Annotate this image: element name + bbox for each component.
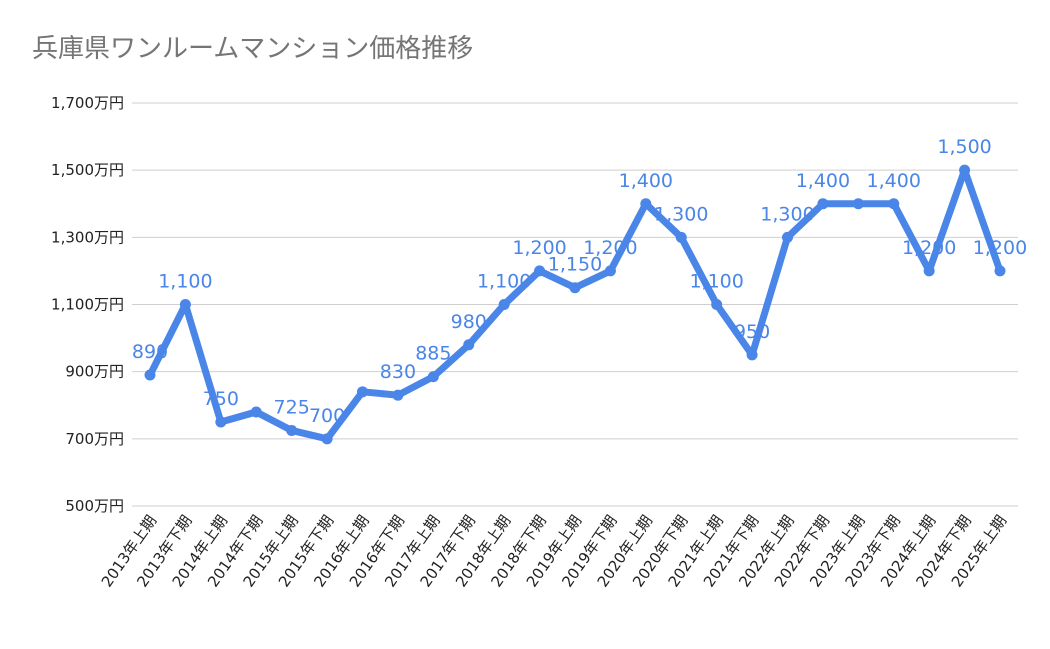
data-label: 725 xyxy=(274,396,310,418)
data-label: 1,400 xyxy=(867,170,921,192)
data-points xyxy=(144,164,1006,445)
data-point xyxy=(746,349,758,361)
data-point xyxy=(852,198,864,210)
data-label: 1,100 xyxy=(477,271,531,293)
data-label: 1,300 xyxy=(760,203,814,225)
data-point xyxy=(640,198,652,210)
chart-title: 兵庫県ワンルームマンション価格推移 xyxy=(32,34,474,64)
y-axis-ticks: 500万円 700万円 900万円 1,100万円 1,300万円 1,500万円 1,70… xyxy=(51,94,124,515)
y-tick-label: 900万円 xyxy=(65,363,124,381)
data-point xyxy=(498,299,510,310)
data-label: 700 xyxy=(309,405,345,427)
data-label: 890 xyxy=(132,341,168,363)
data-label: 950 xyxy=(734,321,770,343)
data-point xyxy=(357,386,368,398)
y-tick-label: 700万円 xyxy=(65,430,124,448)
data-label: 1,400 xyxy=(619,170,673,192)
data-label: 750 xyxy=(203,388,239,410)
y-tick-label: 1,500万円 xyxy=(51,161,124,179)
data-label: 830 xyxy=(380,361,416,383)
data-point xyxy=(179,299,191,310)
data-label: 1,200 xyxy=(902,237,956,259)
y-tick-label: 1,100万円 xyxy=(51,296,124,314)
data-point xyxy=(286,424,298,436)
data-point xyxy=(711,299,723,310)
data-point xyxy=(923,265,935,277)
data-label: 980 xyxy=(451,311,487,333)
data-label: 1,200 xyxy=(973,237,1027,259)
data-point xyxy=(782,231,793,243)
data-point xyxy=(250,406,262,418)
data-point xyxy=(675,231,687,243)
gridlines xyxy=(132,102,1018,507)
data-label: 885 xyxy=(415,343,451,365)
data-label: 1,100 xyxy=(689,271,743,293)
data-label: 1,100 xyxy=(158,271,212,293)
data-point xyxy=(817,198,829,210)
x-axis-ticks: 2013年上期2013年下期2014年上期2014年下期2015年上期2015年… xyxy=(98,512,1010,590)
y-tick-label: 1,700万円 xyxy=(51,94,124,112)
data-label: 1,300 xyxy=(654,203,708,225)
data-label: 1,150 xyxy=(548,254,602,276)
data-label: 1,200 xyxy=(583,237,637,259)
data-point xyxy=(888,198,900,210)
data-point xyxy=(321,433,333,445)
data-label: 1,500 xyxy=(937,136,991,158)
data-point xyxy=(959,164,971,176)
data-point xyxy=(463,339,475,351)
data-point xyxy=(144,369,156,381)
data-point xyxy=(569,282,581,294)
data-point xyxy=(994,265,1006,277)
data-point xyxy=(534,265,546,277)
data-label: 1,200 xyxy=(512,237,566,259)
data-point xyxy=(215,416,227,428)
y-tick-label: 1,300万円 xyxy=(51,228,124,246)
data-point xyxy=(392,389,404,401)
data-point xyxy=(427,371,439,383)
data-label: 1,400 xyxy=(796,170,850,192)
y-tick-label: 500万円 xyxy=(65,497,124,515)
data-point xyxy=(604,265,616,277)
